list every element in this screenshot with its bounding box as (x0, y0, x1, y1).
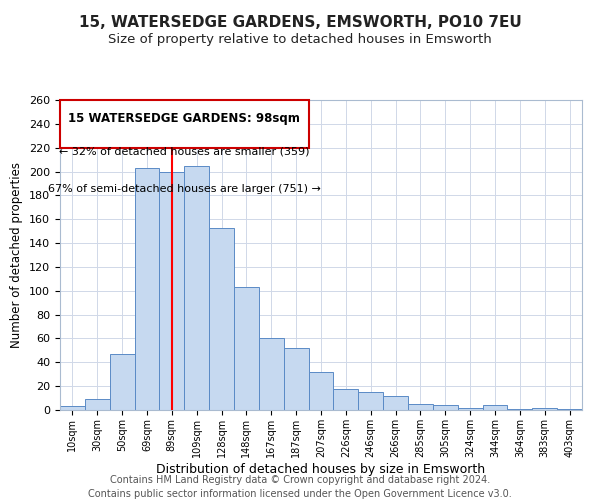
Bar (160, 172, 184, 410)
Bar (110, 354, 134, 410)
Bar (508, 409, 532, 410)
Bar (358, 392, 383, 410)
Bar (458, 408, 482, 410)
Text: 67% of semi-detached houses are larger (751) →: 67% of semi-detached houses are larger (… (48, 184, 321, 194)
Bar (308, 372, 334, 410)
Bar (408, 404, 433, 410)
Bar (482, 405, 508, 410)
Text: 15 WATERSEDGE GARDENS: 98sqm: 15 WATERSEDGE GARDENS: 98sqm (68, 112, 300, 126)
Bar (134, 168, 160, 410)
Bar (259, 338, 284, 410)
Bar (234, 287, 259, 410)
X-axis label: Distribution of detached houses by size in Emsworth: Distribution of detached houses by size … (157, 462, 485, 475)
Text: ← 32% of detached houses are smaller (359): ← 32% of detached houses are smaller (35… (59, 146, 310, 156)
Bar (85, 400, 110, 410)
Y-axis label: Number of detached properties: Number of detached properties (10, 162, 23, 348)
Bar (433, 405, 458, 410)
Bar (383, 396, 408, 410)
Bar (209, 228, 234, 410)
Text: Size of property relative to detached houses in Emsworth: Size of property relative to detached ho… (108, 32, 492, 46)
Bar (284, 348, 308, 410)
Bar (532, 408, 557, 410)
Bar (184, 166, 209, 410)
Bar (557, 409, 582, 410)
Bar (334, 388, 358, 410)
Text: Contains HM Land Registry data © Crown copyright and database right 2024.
Contai: Contains HM Land Registry data © Crown c… (88, 475, 512, 499)
Text: 15, WATERSEDGE GARDENS, EMSWORTH, PO10 7EU: 15, WATERSEDGE GARDENS, EMSWORTH, PO10 7… (79, 15, 521, 30)
Bar (60, 406, 85, 410)
FancyBboxPatch shape (60, 100, 308, 148)
